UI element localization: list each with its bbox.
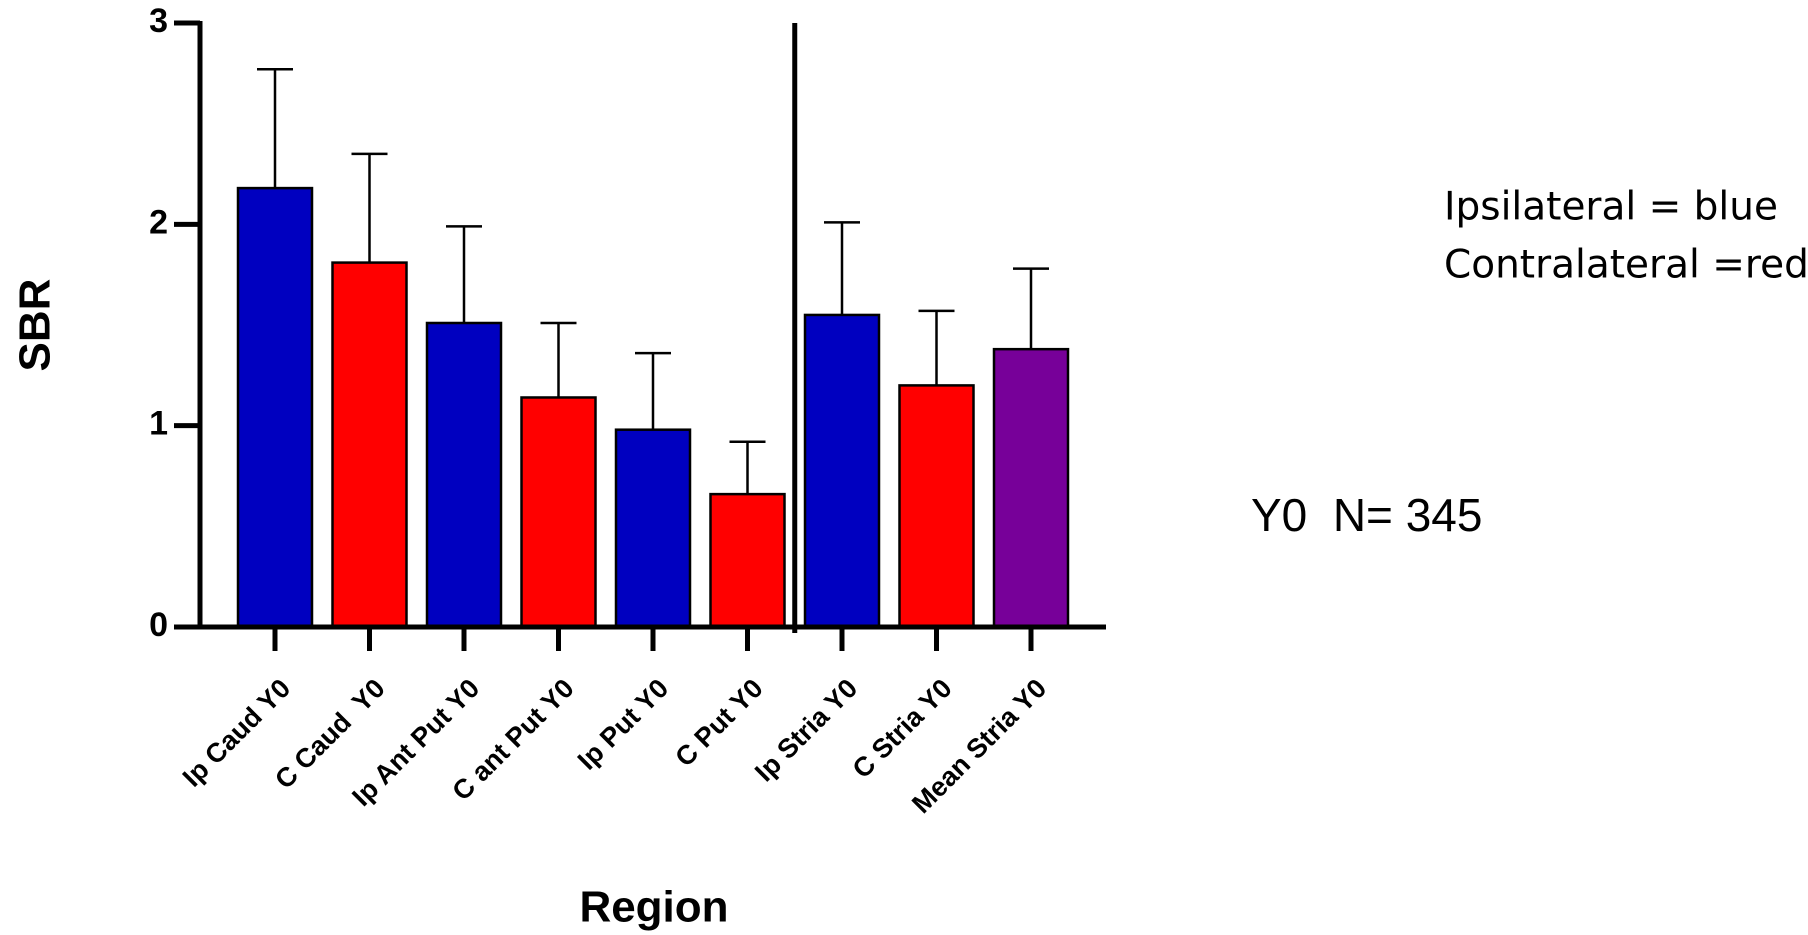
bar bbox=[425, 321, 503, 629]
y-axis-title: SBR bbox=[11, 279, 60, 372]
bar bbox=[520, 396, 597, 629]
y-tick-label: 3 bbox=[149, 2, 168, 40]
bar bbox=[709, 492, 786, 629]
y-tick-label: 0 bbox=[149, 606, 168, 644]
x-tick-label: C Put Y0 bbox=[669, 673, 768, 772]
legend-note: Ipsilateral = blue bbox=[1444, 185, 1778, 230]
bar bbox=[331, 261, 408, 629]
sample-note: Y0 N= 345 bbox=[1251, 489, 1482, 541]
bar bbox=[236, 186, 314, 629]
x-tick-label: Ip Put Y0 bbox=[572, 673, 675, 776]
bar bbox=[803, 313, 881, 629]
bar bbox=[992, 347, 1070, 629]
bar bbox=[898, 384, 975, 629]
legend-note: Contralateral =red bbox=[1444, 243, 1808, 288]
x-axis-title: Region bbox=[579, 883, 728, 932]
x-tick-label: Ip Stria Y0 bbox=[749, 673, 863, 787]
bar bbox=[614, 428, 692, 629]
y-tick-label: 1 bbox=[149, 405, 168, 443]
y-tick-label: 2 bbox=[149, 203, 168, 241]
